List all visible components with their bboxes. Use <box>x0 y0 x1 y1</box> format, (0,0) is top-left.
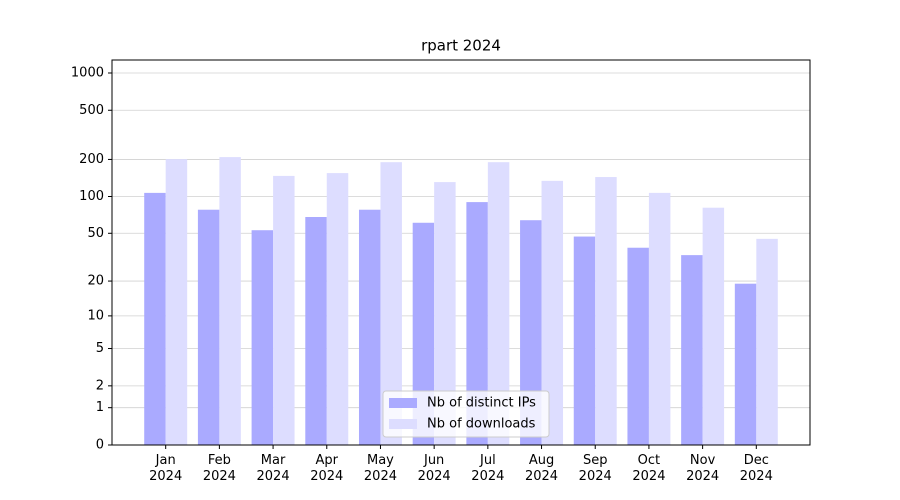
bar <box>541 180 564 445</box>
x-tick-label: May 2024 <box>363 453 397 484</box>
bar <box>380 162 402 445</box>
y-tick-label: 100 <box>79 189 104 204</box>
bar <box>573 236 596 445</box>
bar <box>520 220 542 445</box>
x-tick-label: Nov 2024 <box>686 453 720 484</box>
y-tick-label: 20 <box>87 274 104 289</box>
x-tick-label: Feb 2024 <box>202 453 236 484</box>
y-tick-label: 200 <box>79 152 104 167</box>
x-tick-label: Mar 2024 <box>256 453 290 484</box>
bar <box>434 182 456 445</box>
bar <box>627 247 649 445</box>
y-tick-label: 50 <box>87 226 104 241</box>
bars <box>144 157 778 446</box>
bar <box>273 175 295 446</box>
legend-box <box>382 390 550 438</box>
bar <box>466 202 488 445</box>
y-tick-label: 0 <box>96 438 104 453</box>
bar <box>702 207 725 445</box>
y-tick-label: 2 <box>96 378 104 393</box>
bar <box>197 209 220 445</box>
y-tick-label: 1 <box>96 400 104 415</box>
bar <box>358 209 381 445</box>
legend-swatch <box>389 419 417 429</box>
chart-title: rpart 2024 <box>421 37 501 55</box>
bar <box>681 255 703 445</box>
x-tick-label: Aug 2024 <box>524 453 559 484</box>
x-tick-label: Dec 2024 <box>739 453 773 484</box>
bar <box>251 230 274 445</box>
x-tick-label: Oct 2024 <box>632 453 666 484</box>
bar <box>165 159 188 445</box>
legend-swatch <box>389 398 417 408</box>
legend: Nb of distinct IPs Nb of downloads <box>382 390 550 438</box>
x-tick-label: Sep 2024 <box>578 453 612 484</box>
y-tick-label: 1000 <box>71 65 104 80</box>
legend-label: Nb of downloads <box>427 417 536 432</box>
bar <box>144 192 166 445</box>
plot-frame <box>111 59 811 446</box>
x-tick-label: Jun 2024 <box>417 453 451 484</box>
y-tick-label: 5 <box>96 341 104 356</box>
y-tick-label: 10 <box>87 308 104 323</box>
legend-label: Nb of distinct IPs <box>427 396 536 411</box>
y-tick-label: 500 <box>79 103 104 118</box>
bar <box>648 192 671 445</box>
bar <box>487 162 510 445</box>
x-tick-label: Jul 2024 <box>471 453 505 484</box>
bar <box>305 217 327 445</box>
x-tick-label: Jan 2024 <box>149 453 183 484</box>
bar <box>412 222 435 445</box>
bar <box>595 177 617 445</box>
bar <box>756 238 778 445</box>
bar <box>219 157 241 445</box>
x-tick-label: Apr 2024 <box>310 453 344 484</box>
bar <box>326 173 349 445</box>
bar <box>734 283 757 445</box>
